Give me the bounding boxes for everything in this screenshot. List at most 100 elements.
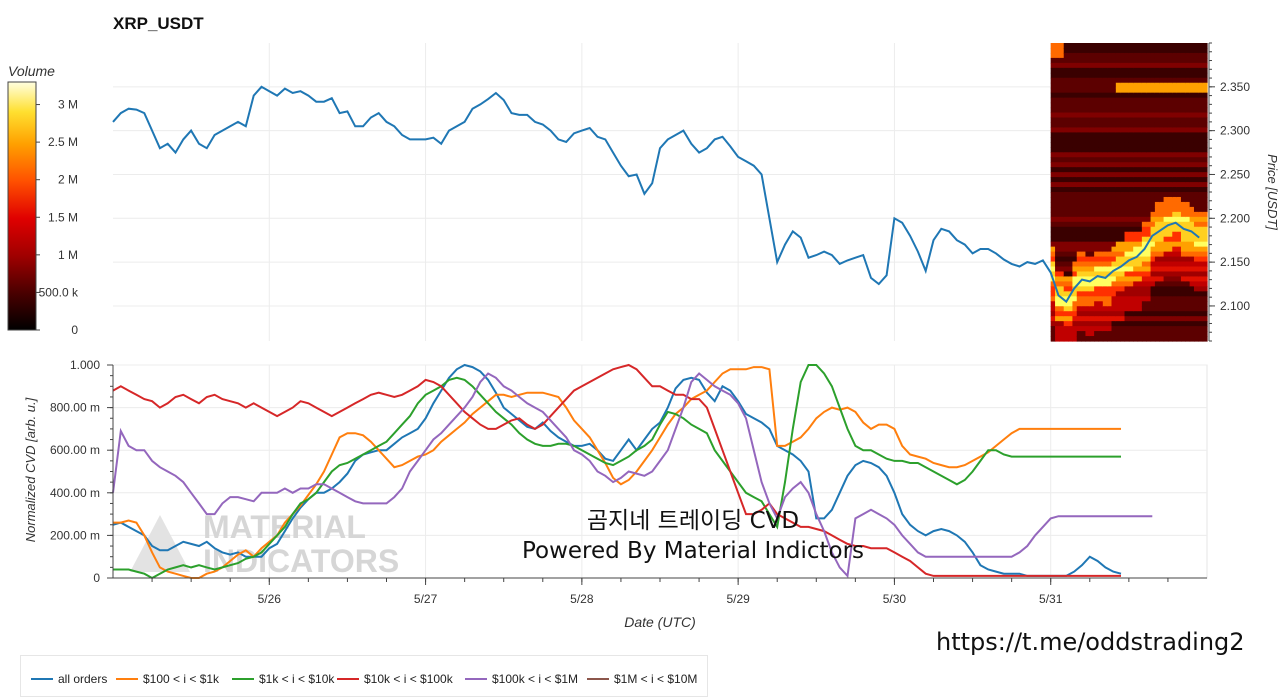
- heatmap-cell: [1150, 196, 1156, 203]
- heatmap-cell: [1159, 157, 1165, 163]
- heatmap-cell: [1094, 316, 1100, 322]
- colorbar-tick-label: 2 M: [58, 173, 78, 187]
- heatmap-cell: [1193, 251, 1199, 258]
- heatmap-cell: [1180, 82, 1186, 89]
- heatmap-cell: [1098, 321, 1104, 327]
- legend-item-100k-1m[interactable]: $100k < i < $1M: [465, 672, 578, 686]
- heatmap-cell: [1154, 122, 1160, 129]
- heatmap-cell: [1193, 266, 1199, 273]
- legend-item-1k-10k[interactable]: $1k < i < $10k: [232, 672, 334, 686]
- heatmap-cell: [1111, 117, 1117, 124]
- heatmap-cell: [1189, 167, 1195, 173]
- heatmap-cell: [1098, 206, 1104, 213]
- heatmap-cell: [1141, 77, 1147, 84]
- heatmap-cell: [1102, 192, 1108, 198]
- legend-item-100-1k[interactable]: $100 < i < $1k: [116, 672, 219, 686]
- heatmap-cell: [1180, 147, 1186, 153]
- heatmap-cell: [1137, 196, 1143, 203]
- heatmap-cell: [1167, 57, 1173, 64]
- heatmap-cell: [1081, 177, 1087, 183]
- heatmap-cell: [1059, 211, 1065, 218]
- heatmap-cell: [1146, 147, 1152, 153]
- heatmap-cell: [1146, 276, 1152, 282]
- heatmap-cell: [1115, 296, 1121, 302]
- heatmap-cell: [1141, 271, 1147, 278]
- heatmap-cell: [1068, 147, 1074, 153]
- legend-item-1m-10m[interactable]: $1M < i < $10M: [587, 672, 697, 686]
- heatmap-cell: [1163, 296, 1169, 302]
- heatmap-cell: [1163, 112, 1169, 119]
- heatmap-cell: [1163, 286, 1169, 292]
- heatmap-cell: [1154, 266, 1160, 273]
- legend-item-all-orders[interactable]: all orders: [31, 672, 107, 686]
- heatmap-cell: [1159, 82, 1165, 89]
- footer-url[interactable]: https://t.me/oddstrading2: [936, 628, 1245, 656]
- heatmap-cell: [1185, 82, 1191, 89]
- legend-item-10k-100k[interactable]: $10k < i < $100k: [337, 672, 453, 686]
- heatmap-cell: [1063, 187, 1069, 193]
- heatmap-cell: [1072, 206, 1078, 213]
- heatmap-cell: [1085, 316, 1091, 322]
- heatmap-cell: [1055, 87, 1060, 94]
- heatmap-cell: [1050, 271, 1056, 278]
- heatmap-cell: [1189, 266, 1195, 273]
- heatmap-cell: [1167, 261, 1173, 268]
- heatmap-cell: [1189, 57, 1195, 64]
- heatmap-cell: [1094, 261, 1100, 268]
- heatmap-cell: [1193, 52, 1199, 59]
- heatmap-cell: [1050, 226, 1056, 233]
- heatmap-cell: [1068, 226, 1074, 233]
- heatmap-cell: [1176, 311, 1182, 317]
- heatmap-cell: [1085, 276, 1091, 282]
- heatmap-cell: [1172, 256, 1178, 263]
- heatmap-cell: [1081, 167, 1087, 173]
- heatmap-cell: [1198, 251, 1204, 258]
- heatmap-cell: [1159, 331, 1165, 337]
- price-axis-label: Price [USDT]: [1265, 154, 1280, 230]
- heatmap-cell: [1068, 72, 1074, 79]
- heatmap-cell: [1111, 112, 1117, 119]
- heatmap-cell: [1068, 122, 1074, 129]
- heatmap-cell: [1133, 256, 1139, 263]
- heatmap-cell: [1063, 152, 1069, 158]
- heatmap-cell: [1089, 182, 1095, 188]
- heatmap-cell: [1063, 291, 1069, 297]
- heatmap-cell: [1150, 162, 1156, 168]
- heatmap-cell: [1124, 62, 1130, 69]
- heatmap-cell: [1154, 221, 1160, 228]
- heatmap-cell: [1072, 57, 1078, 64]
- heatmap-cell: [1159, 72, 1165, 79]
- heatmap-cell: [1076, 231, 1082, 238]
- heatmap-cell: [1120, 52, 1126, 59]
- heatmap-cell: [1120, 206, 1126, 213]
- heatmap-cell: [1081, 301, 1087, 307]
- heatmap-cell: [1167, 246, 1173, 253]
- heatmap-cell: [1115, 201, 1121, 208]
- heatmap-cell: [1098, 62, 1104, 69]
- heatmap-cell: [1098, 276, 1104, 282]
- heatmap-cell: [1059, 57, 1065, 64]
- heatmap-cell: [1050, 62, 1056, 69]
- heatmap-cell: [1089, 231, 1095, 238]
- heatmap-cell: [1141, 167, 1147, 173]
- heatmap-cell: [1198, 52, 1204, 59]
- heatmap-cell: [1202, 102, 1208, 109]
- heatmap-cell: [1111, 92, 1117, 99]
- heatmap-cell: [1089, 92, 1095, 99]
- heatmap-cell: [1133, 182, 1139, 188]
- heatmap-cell: [1193, 321, 1199, 327]
- heatmap-cell: [1150, 321, 1156, 327]
- heatmap-cell: [1198, 256, 1204, 263]
- heatmap-cell: [1180, 201, 1186, 208]
- heatmap-cell: [1128, 331, 1134, 337]
- heatmap-cell: [1098, 246, 1104, 253]
- heatmap-cell: [1154, 87, 1160, 94]
- heatmap-cell: [1085, 221, 1091, 228]
- heatmap-cell: [1141, 72, 1147, 79]
- heatmap-cell: [1128, 236, 1134, 243]
- heatmap-cell: [1133, 301, 1139, 307]
- heatmap-cell: [1137, 142, 1143, 148]
- heatmap-cell: [1089, 261, 1095, 268]
- heatmap-cell: [1163, 77, 1169, 84]
- heatmap-cell: [1076, 102, 1082, 109]
